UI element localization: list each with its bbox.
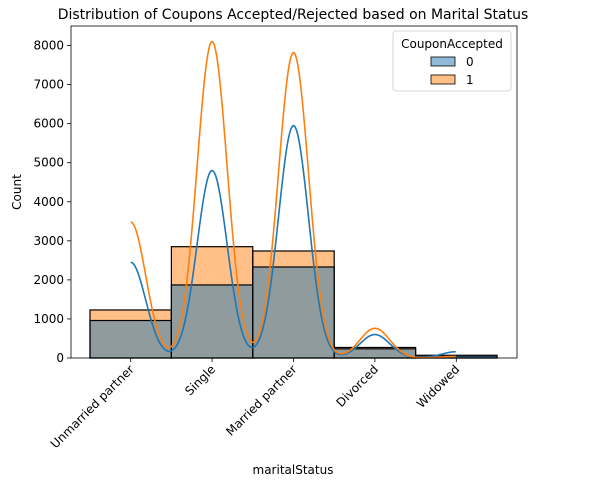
x-tick-label-3: Divorced [333,362,381,410]
bar-series-0-0 [89,319,173,359]
x-tick-label-2: Married partner [223,362,299,438]
x-tick-label-4: Widowed [414,362,463,411]
kde-layer [130,40,456,359]
y-tick-label-1: 1000 [33,312,64,326]
x-axis: Unmarried partner Single Married partner Di… [48,358,463,451]
x-tick-label-0: Unmarried partner [48,362,137,451]
x-tick-label-1: Single [182,362,218,398]
y-tick-label-5: 5000 [33,156,64,170]
legend-swatch-1 [430,74,456,85]
chart-title: Distribution of Coupons Accepted/Rejecte… [58,7,529,23]
y-tick-label-6: 6000 [33,117,64,131]
y-tick-label-2: 2000 [33,273,64,287]
y-tick-label-4: 4000 [33,195,64,209]
legend: CouponAccepted 0 1 [392,30,512,92]
y-axis: 0 1000 2000 3000 4000 5000 6000 7000 8000 [33,39,71,365]
y-tick-label-3: 3000 [33,234,64,248]
legend-label-0: 0 [466,55,474,69]
kde-line-series-1 [130,40,456,359]
legend-title: CouponAccepted [401,37,503,51]
y-tick-label-0: 0 [56,351,64,365]
kde-line-series-0 [130,124,456,359]
x-axis-label: maritalStatus [253,463,334,477]
legend-swatch-0 [430,56,456,67]
y-tick-label-7: 7000 [33,78,64,92]
y-axis-label: Count [10,174,24,210]
legend-label-1: 1 [466,73,474,87]
y-tick-label-8: 8000 [33,39,64,53]
bar-series-0-1 [170,284,254,359]
plot-frame [70,25,518,359]
